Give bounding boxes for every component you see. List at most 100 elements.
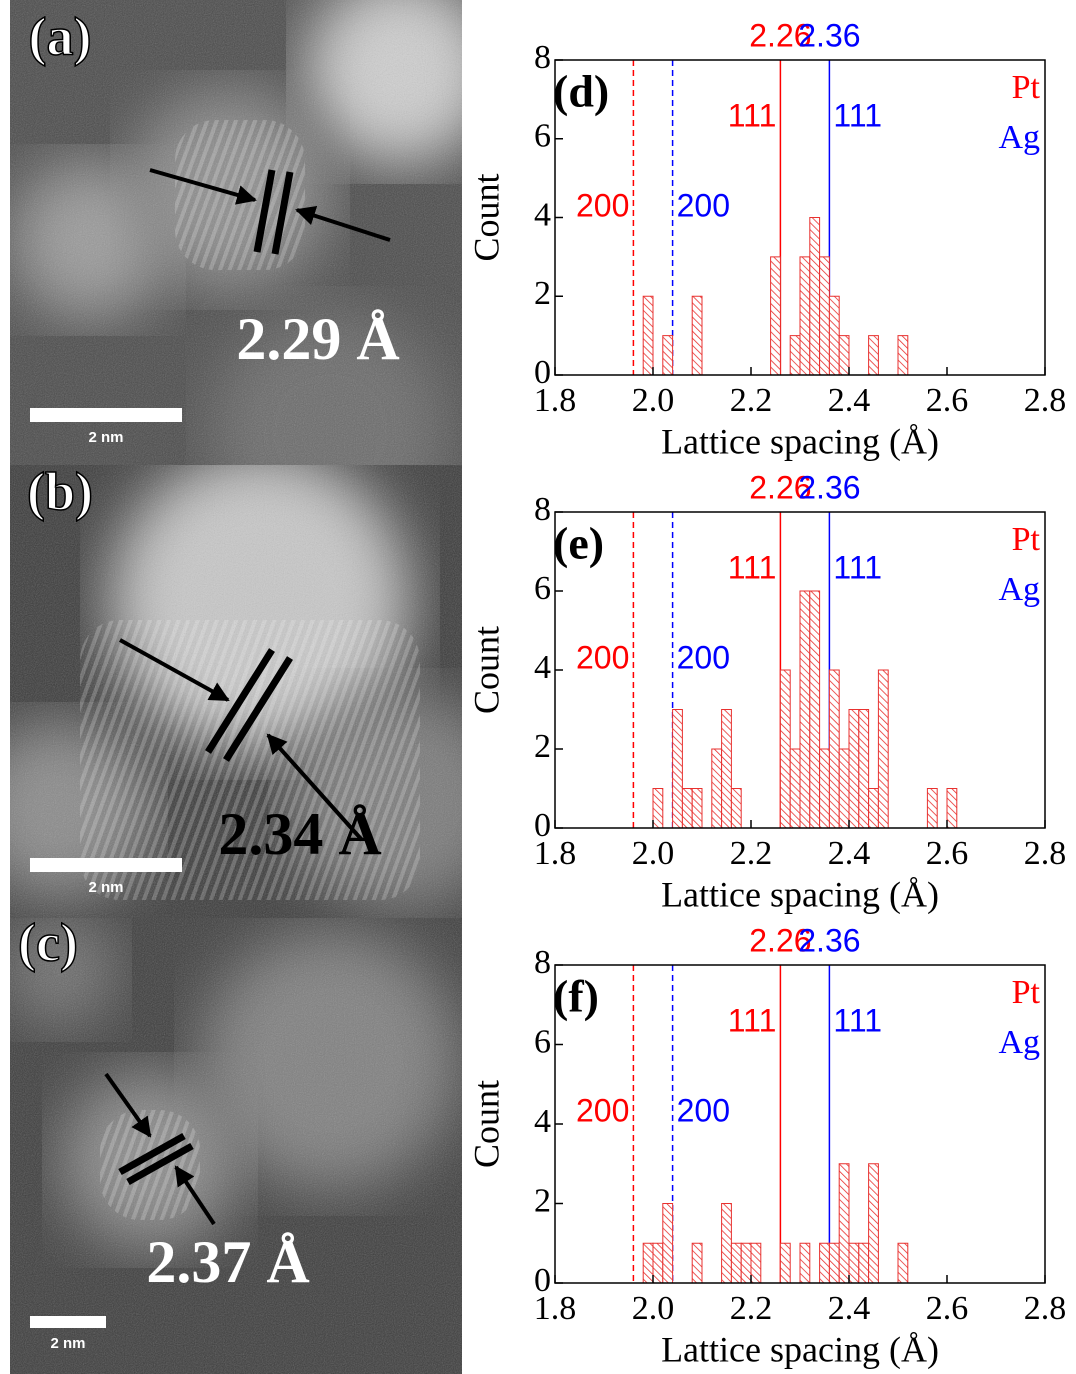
y-tick-label: 2 [534,275,551,312]
fringe-marker [205,648,275,754]
scale-bar-label: 2 nm [88,879,123,896]
histogram-bar [828,669,840,829]
histogram-bar [789,748,801,829]
x-tick-label: 1.8 [534,835,577,872]
x-tick-label: 2.6 [926,1290,969,1327]
arrow [266,733,364,842]
arrow [149,168,257,205]
histogram-bar [779,1242,791,1284]
reference-label: 111 [728,549,777,585]
histogram-bar [897,335,909,376]
histogram-bar [858,709,870,829]
panel-label: (a) [29,6,92,66]
x-tick-label: 1.8 [534,1290,577,1327]
x-tick-label: 2.4 [828,835,871,872]
histogram-bar [740,1242,752,1284]
micrograph: 2 nm 2.29 Å (a) [10,0,462,465]
reference-value: 2.26 [749,922,811,958]
reference-label: 200 [576,1092,629,1128]
spacing-label: 2.34 Å [218,801,381,867]
noise [10,918,462,1374]
reference-label: 200 [677,187,730,223]
arrow [295,206,391,242]
y-tick-label: 4 [534,1103,551,1140]
histogram-bar [828,1242,840,1284]
y-tick-label: 0 [534,354,551,391]
fringe-marker [223,656,293,762]
legend-entry: Ag [998,119,1040,156]
histogram-bar [838,335,850,376]
x-tick-label: 2.0 [632,382,675,419]
histogram-bar [799,1242,811,1284]
histogram-chart: 200 200 111 2.26 111 2.36 0 2 4 6 8 1.8 2.0 2.2 2.4 2.6… [466,469,1066,914]
x-tick-label: 2.0 [632,1290,675,1327]
histogram-bar [809,217,821,376]
scale-bar [30,408,182,422]
histogram-bar [799,256,811,376]
x-tick-label: 2.0 [632,835,675,872]
histogram-bar [897,1242,909,1284]
legend-entry: Pt [1012,521,1041,558]
histogram-bar [868,788,879,829]
histogram-bar [730,1242,742,1284]
y-tick-label: 2 [534,728,551,765]
panel-label: (c) [18,912,78,972]
legend-entry: Ag [998,571,1040,608]
y-tick-label: 6 [534,1023,551,1060]
histogram-bar [642,295,654,376]
histogram-bar [926,788,938,829]
y-tick-label: 8 [534,944,551,981]
histogram-bar [819,1242,830,1284]
fringe-marker [126,1142,194,1186]
reference-label: 111 [728,1002,777,1038]
arrow [104,1072,152,1138]
panel-label: (d) [553,66,609,117]
histogram-bar [946,788,958,829]
x-tick-label: 1.8 [534,382,577,419]
panel-label: (f) [553,971,599,1022]
histogram-bar [868,335,879,376]
spacing-label: 2.37 Å [146,1229,309,1295]
histogram-bar [770,256,781,376]
histogram-bar [681,788,693,829]
histogram-bar [662,335,674,376]
y-tick-label: 2 [534,1182,551,1219]
x-tick-label: 2.8 [1024,1290,1067,1327]
arrow [119,638,230,702]
histogram-chart: 200 200 111 2.26 111 2.36 0 2 4 6 8 1.8 2.0 2.2 2.4 2.6… [466,17,1066,461]
scale-bar [30,858,182,872]
reference-value: 2.36 [798,922,860,958]
x-tick-label: 2.2 [730,1290,773,1327]
reference-label: 111 [833,97,882,133]
x-tick-label: 2.2 [730,835,773,872]
y-axis-label: Count [466,1080,506,1168]
panel-label: (b) [27,461,93,521]
reference-label: 111 [833,1002,882,1038]
histogram-bar [858,1242,870,1284]
histogram-bar [819,748,830,829]
scale-bar-label: 2 nm [50,1335,85,1352]
micrograph-content [10,465,462,918]
reference-label: 200 [677,639,730,675]
noise [10,0,462,465]
histogram-bar [721,1203,732,1284]
histogram-bar [838,748,850,829]
reference-value: 2.36 [798,469,860,505]
y-tick-label: 4 [534,196,551,233]
x-tick-label: 2.8 [1024,835,1067,872]
reference-value: 2.36 [798,17,860,53]
legend-entry: Ag [998,1024,1040,1061]
reference-label: 200 [677,1092,730,1128]
x-tick-label: 2.4 [828,1290,871,1327]
reference-value: 2.26 [749,469,811,505]
histogram-bar [868,1163,879,1284]
x-axis-label: Lattice spacing (Å) [661,1329,939,1369]
y-tick-label: 8 [534,491,551,528]
scale-bar-label: 2 nm [88,429,123,446]
histogram-bar [730,788,742,829]
legend-entry: Pt [1012,69,1041,106]
y-tick-label: 0 [534,807,551,844]
histogram-bar [819,256,830,376]
arrow [174,1165,216,1226]
